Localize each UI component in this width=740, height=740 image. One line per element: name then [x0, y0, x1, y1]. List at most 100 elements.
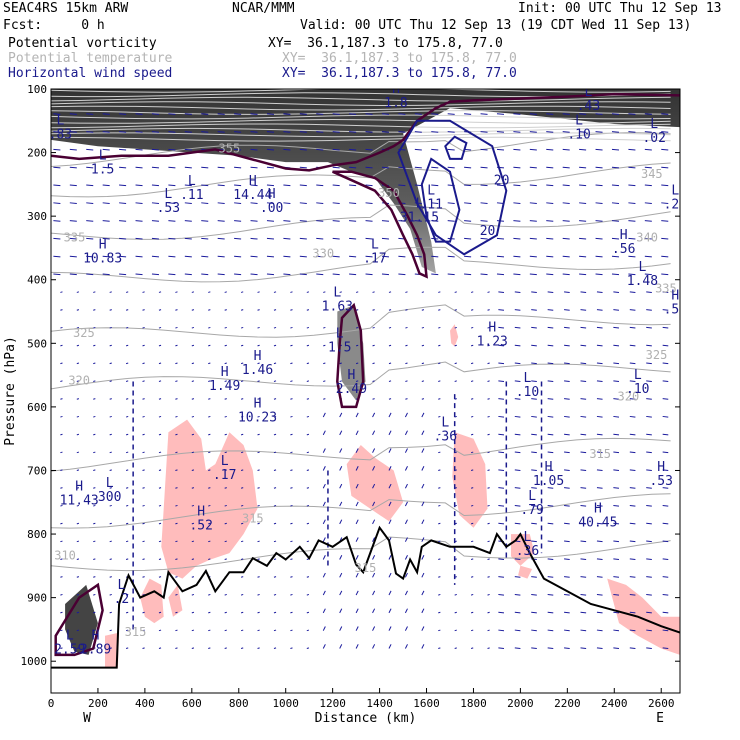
wind-vector	[431, 184, 439, 187]
wind-vector	[273, 344, 277, 347]
wind-vector	[290, 504, 293, 507]
wind-vector	[513, 166, 521, 169]
wind-vector	[109, 629, 112, 632]
wind-vector	[529, 202, 537, 204]
wind-vector	[125, 487, 129, 489]
wind-vector	[102, 220, 110, 222]
wind-vector	[470, 433, 474, 436]
wind-vector	[257, 611, 260, 614]
wind-vector	[316, 184, 324, 187]
wind-vector	[580, 362, 587, 365]
wind-vector	[562, 131, 570, 133]
wind-vector	[125, 362, 129, 365]
wind-vector	[480, 237, 488, 240]
wind-vector	[257, 451, 260, 454]
wind-vector	[339, 519, 343, 525]
wind-vector	[60, 398, 63, 400]
wind-vector	[662, 326, 669, 329]
wind-vector	[224, 433, 227, 436]
wind-vector	[447, 202, 455, 204]
wind-vector	[531, 629, 537, 632]
wind-vector	[316, 237, 324, 240]
wind-vector	[250, 237, 258, 240]
extremum-value: .36	[434, 430, 457, 445]
wind-vector	[208, 504, 211, 507]
pv-low-level-shading	[65, 584, 98, 655]
wind-vector	[388, 362, 392, 365]
wind-vector	[564, 611, 570, 614]
wind-vector	[547, 576, 554, 578]
wind-vector	[240, 344, 244, 347]
wind-vector	[487, 326, 490, 329]
wind-vector	[529, 273, 537, 276]
wind-vector	[613, 344, 620, 347]
wind-vector	[306, 504, 310, 507]
wind-vector	[596, 344, 603, 347]
wind-vector	[487, 611, 490, 614]
wind-vector	[191, 469, 195, 471]
wind-vector	[546, 237, 554, 240]
wind-vector	[191, 344, 195, 347]
wind-vector	[168, 273, 176, 276]
wind-vector	[234, 237, 242, 240]
wind-vector	[349, 202, 357, 204]
wind-vector	[151, 202, 160, 204]
wind-vector	[102, 202, 110, 204]
extremum-value: 1.49	[209, 379, 240, 394]
wind-vector	[349, 220, 357, 222]
wind-vector	[470, 611, 474, 614]
wind-vector	[273, 291, 277, 293]
wind-vector	[487, 647, 490, 649]
theta-isentrope-upper	[51, 96, 671, 102]
wind-vector	[613, 522, 620, 525]
theta-label: 315	[125, 625, 147, 639]
wind-vector	[191, 362, 195, 365]
wind-vector	[498, 593, 505, 596]
wind-vector	[514, 558, 521, 560]
wind-vector	[316, 131, 324, 133]
wind-vector	[564, 309, 570, 311]
wind-vector	[208, 380, 211, 382]
wind-vector	[208, 344, 211, 347]
wind-vector	[529, 255, 537, 258]
wind-vector	[470, 362, 474, 365]
wind-vector	[404, 448, 408, 453]
x-axis-label: Distance (km)	[315, 711, 417, 726]
wind-vector	[151, 184, 160, 187]
wind-vector	[405, 344, 408, 347]
wind-vector	[646, 487, 652, 489]
wind-vector	[234, 273, 242, 276]
wind-vector	[273, 326, 277, 329]
wind-vector	[547, 522, 554, 525]
wind-vector	[158, 326, 162, 329]
extremum-value: 2.89	[80, 643, 111, 658]
wind-vector	[119, 184, 127, 187]
wind-vector	[580, 522, 587, 525]
wind-vector	[339, 483, 343, 489]
pink-shade-region	[140, 578, 164, 624]
wind-vector	[611, 184, 620, 187]
extremum-value: 1.23	[477, 334, 508, 349]
wind-vector	[355, 644, 359, 649]
wind-vector	[93, 593, 96, 596]
wind-vector	[283, 255, 291, 258]
wind-vector	[69, 113, 77, 115]
wind-vector	[290, 451, 293, 454]
wind-vector	[404, 501, 408, 507]
east-end-label: E	[656, 711, 664, 726]
extremum-value: .11	[419, 198, 442, 213]
wind-vector	[629, 380, 636, 382]
wind-vector	[470, 558, 474, 560]
wind-vector	[644, 131, 652, 133]
wind-vector	[662, 593, 669, 596]
wind-vector	[398, 273, 406, 276]
wind-vector	[290, 540, 293, 543]
wind-vector	[629, 291, 636, 293]
wind-vector	[299, 166, 307, 169]
x-tick-label: 1800	[460, 697, 487, 710]
wind-vector	[431, 220, 439, 222]
wind-vector	[438, 629, 441, 632]
wind-vector	[662, 647, 669, 649]
wind-vector	[628, 255, 636, 258]
wind-vector	[595, 202, 603, 204]
